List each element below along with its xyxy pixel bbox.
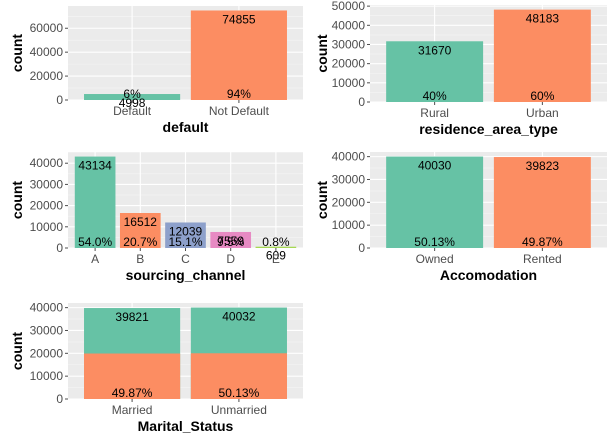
bar-b [119,212,161,248]
y-tick-label: 10000 [30,369,64,383]
bar-default [84,94,181,100]
y-tick-label: 60000 [30,21,64,35]
bar-percent-label: 49.87% [522,235,563,249]
y-tick-label: 30000 [30,177,64,191]
x-tick-label: Default [113,104,152,118]
chart-panel-3: 0 10000 20000 30000 40000 43134 54.0% A 16512 20.… [9,152,303,283]
x-tick-label: Rented [523,252,562,266]
bar-percent-label: 50.13% [219,386,260,400]
bar-value-label: 16512 [124,215,158,229]
y-tick-label: 10000 [30,220,64,234]
bar-percent-label: 94% [227,87,251,101]
x-tick-label: Owned [416,252,454,266]
y-tick-label: 10000 [332,218,366,232]
y-axis-title: count [9,181,25,219]
bar-d [210,231,252,248]
bar-percent-label: 15.1% [168,235,202,249]
x-tick-label: E [272,252,280,266]
y-tick-label: 50000 [332,0,366,13]
chart-panel-5: 0 10000 20000 30000 40000 39821 49.87% Married 4… [9,301,303,434]
bar-percent-label: 20.7% [123,235,157,249]
bar-value-label: 40032 [222,310,256,324]
y-tick-label: 20000 [30,69,64,83]
x-tick-label: Unmarried [211,403,267,417]
y-tick-label: 30000 [332,172,366,186]
bar-value-label: 43134 [78,159,112,173]
bar-urban [493,9,591,103]
bar-value-label: 48183 [526,12,560,26]
y-tick-label: 40000 [30,301,64,315]
chart-panel-4: 0 10000 20000 30000 40000 40030 50.13% Owned 398… [314,150,607,283]
bar-percent-label: 0.8% [262,235,290,249]
bar-value-label: 7559 [217,234,244,248]
bar-value-label: 31670 [418,43,452,57]
y-axis-title: count [314,181,330,219]
bar-value-label: 39821 [115,310,149,324]
x-tick-label: Married [112,403,153,417]
x-axis-title: Marital_Status [138,418,234,434]
y-tick-label: 0 [358,95,365,109]
bar-value-label: 12039 [169,224,203,238]
x-tick-label: Not Default [209,104,270,118]
x-tick-label: B [136,252,144,266]
x-axis-title: default [163,119,209,135]
bar-rented [493,157,591,248]
y-axis-title: count [9,34,25,72]
bar-value-label: 40030 [418,159,452,173]
bar-c [165,222,206,248]
chart-panel-2: 0 10000 20000 30000 40000 50000 31670 40% Rural 4… [314,0,607,137]
bar-value-label: 609 [266,249,286,263]
y-tick-label: 20000 [30,346,64,360]
y-tick-label: 10000 [332,76,366,90]
bar-value-label: 74855 [222,12,256,26]
bar-percent-label: 9.5% [217,235,245,249]
bar-not-default [190,10,287,101]
bar-value-label: 39823 [526,159,560,173]
bar-percent-label: 50.13% [414,235,455,249]
bar-percent-label: 54.0% [78,235,112,249]
y-tick-label: 30000 [332,37,366,51]
y-tick-label: 30000 [30,323,64,337]
x-tick-label: Rural [420,106,449,120]
y-tick-label: 40000 [30,45,64,59]
bar-a [74,156,116,248]
bar-segment-lower [84,353,181,399]
y-axis-title: count [314,34,330,72]
y-tick-label: 20000 [332,57,366,71]
y-axis-title: count [9,332,25,370]
x-tick-label: A [91,252,99,266]
x-tick-label: D [226,252,235,266]
x-tick-label: C [181,252,190,266]
y-tick-label: 0 [56,392,63,406]
bar-segment-lower [190,353,287,399]
bar-e [255,246,297,248]
x-tick-label: Urban [526,106,559,120]
bar-percent-label: 49.87% [112,386,153,400]
bar-value-label: 4998 [119,96,146,110]
y-tick-label: 0 [56,93,63,107]
bar-percent-label: 40% [423,89,447,103]
y-tick-label: 0 [56,241,63,255]
y-tick-label: 20000 [332,195,366,209]
y-tick-label: 40000 [332,150,366,164]
y-tick-label: 0 [358,241,365,255]
x-axis-title: residence_area_type [419,121,558,137]
y-tick-label: 40000 [30,156,64,170]
x-axis-title: sourcing_channel [126,267,246,283]
y-tick-label: 40000 [332,18,366,32]
x-axis-title: Accomodation [440,267,537,283]
bar-percent-label: 60% [530,89,554,103]
bar-percent-label: 6% [123,87,141,101]
bar-rural [386,41,484,102]
y-tick-label: 20000 [30,199,64,213]
bar-owned [386,156,484,248]
